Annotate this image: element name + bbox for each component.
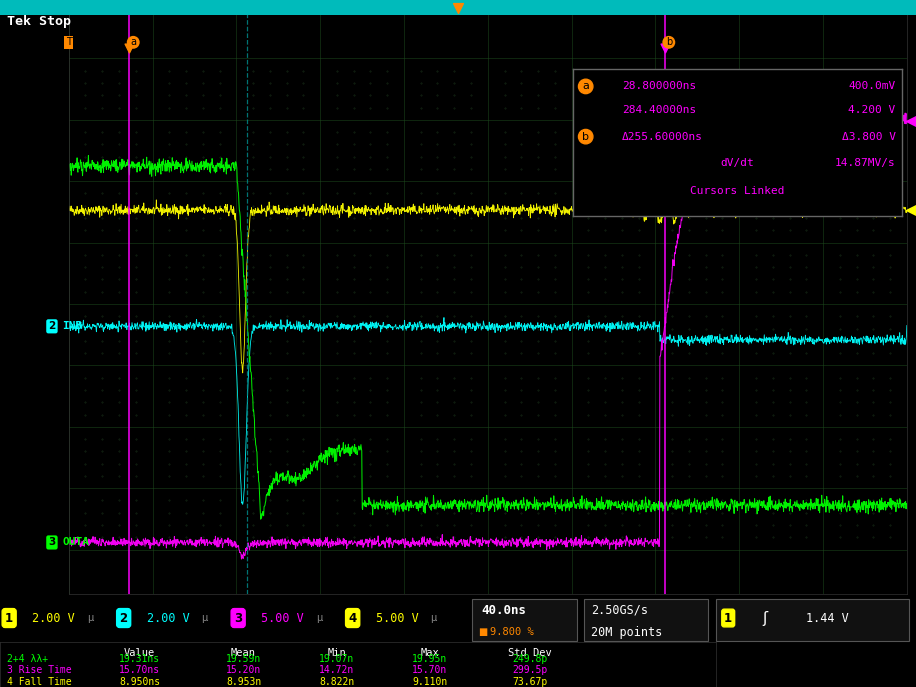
- Point: [451, 2, 465, 13]
- Text: 2.00 V: 2.00 V: [32, 611, 75, 624]
- Point: [904, 115, 916, 126]
- Text: 73.67p: 73.67p: [512, 677, 548, 686]
- Text: 400.0mV: 400.0mV: [848, 82, 896, 91]
- Text: μ: μ: [87, 613, 93, 623]
- FancyBboxPatch shape: [584, 599, 708, 642]
- Text: a: a: [130, 37, 136, 47]
- Text: 5.00 V: 5.00 V: [261, 611, 304, 624]
- Text: OUTA: OUTA: [62, 537, 90, 548]
- Text: 4: 4: [348, 611, 357, 624]
- Text: 1: 1: [5, 611, 13, 624]
- Text: 3 Rise Time: 3 Rise Time: [7, 666, 71, 675]
- Text: Cursors Linked: Cursors Linked: [690, 186, 785, 196]
- Text: 14.72n: 14.72n: [319, 666, 354, 675]
- Text: 19.31ns: 19.31ns: [119, 654, 160, 664]
- Text: 2: 2: [120, 611, 127, 624]
- Text: 40.0ns: 40.0ns: [481, 604, 526, 617]
- Text: μ: μ: [316, 613, 322, 623]
- Text: μ: μ: [431, 613, 437, 623]
- Text: Mean: Mean: [231, 648, 256, 657]
- Text: 19.95n: 19.95n: [412, 654, 447, 664]
- Text: 3: 3: [49, 537, 56, 548]
- Text: Value: Value: [124, 648, 156, 657]
- Text: 4 Fall Time: 4 Fall Time: [7, 677, 71, 686]
- Point: [658, 42, 672, 53]
- Text: b: b: [666, 37, 672, 47]
- Text: 249.8p: 249.8p: [512, 654, 548, 664]
- Text: 15.70n: 15.70n: [412, 666, 447, 675]
- Text: 1: 1: [725, 611, 732, 624]
- Text: ʃ: ʃ: [762, 611, 768, 626]
- Text: μ: μ: [202, 613, 208, 623]
- Text: Min: Min: [327, 648, 346, 657]
- Text: 19.07n: 19.07n: [319, 654, 354, 664]
- Text: 15.20n: 15.20n: [226, 666, 261, 675]
- FancyBboxPatch shape: [716, 599, 909, 642]
- Text: 5.00 V: 5.00 V: [376, 611, 419, 624]
- Text: 2+4 λλ+: 2+4 λλ+: [7, 654, 49, 664]
- Text: 3: 3: [234, 611, 242, 624]
- Text: Δ255.60000ns: Δ255.60000ns: [622, 132, 703, 142]
- Text: 19.59n: 19.59n: [226, 654, 261, 664]
- Text: 20M points: 20M points: [591, 626, 662, 638]
- Text: 2.50GS/s: 2.50GS/s: [591, 604, 648, 617]
- Text: 2: 2: [49, 322, 56, 331]
- Text: 14.87MV/s: 14.87MV/s: [834, 158, 896, 168]
- Text: T: T: [66, 37, 71, 47]
- Text: INB: INB: [62, 322, 82, 331]
- Text: 2.00 V: 2.00 V: [147, 611, 190, 624]
- Text: 8.953n: 8.953n: [226, 677, 261, 686]
- Text: Tek Stop: Tek Stop: [7, 15, 71, 28]
- Text: a: a: [583, 82, 589, 91]
- Text: 1.44 V: 1.44 V: [806, 611, 849, 624]
- Text: 9.110n: 9.110n: [412, 677, 447, 686]
- Text: 284.40000ns: 284.40000ns: [622, 105, 696, 115]
- Text: Δ3.800 V: Δ3.800 V: [842, 132, 896, 142]
- Text: Max: Max: [420, 648, 439, 657]
- Point: [904, 205, 916, 216]
- Text: Std Dev: Std Dev: [508, 648, 552, 657]
- Text: 9.800 %: 9.800 %: [490, 627, 534, 637]
- Point: [122, 42, 136, 53]
- Text: 28.800000ns: 28.800000ns: [622, 82, 696, 91]
- Text: 8.822n: 8.822n: [319, 677, 354, 686]
- Text: ■: ■: [478, 627, 487, 637]
- Text: b: b: [583, 132, 589, 142]
- Text: 8.950ns: 8.950ns: [119, 677, 160, 686]
- Text: 4.200 V: 4.200 V: [848, 105, 896, 115]
- Text: 299.5p: 299.5p: [512, 666, 548, 675]
- FancyBboxPatch shape: [472, 599, 577, 642]
- Text: 15.70ns: 15.70ns: [119, 666, 160, 675]
- Text: dV/dt: dV/dt: [721, 158, 754, 168]
